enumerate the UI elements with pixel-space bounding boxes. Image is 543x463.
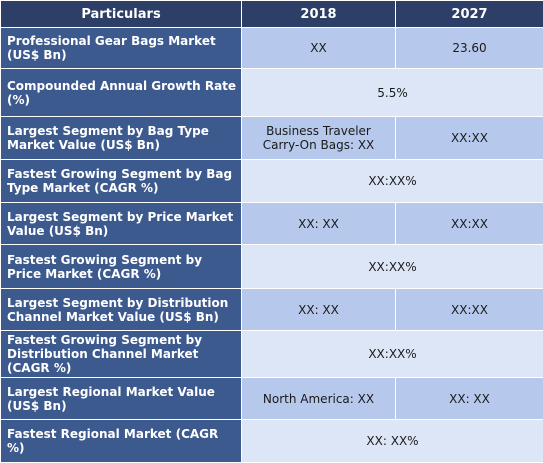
header-row: Particulars 2018 2027 — [1, 1, 543, 28]
table-row: Largest Segment by Distribution Channel … — [1, 289, 543, 331]
table-row: Professional Gear Bags Market (US$ Bn) X… — [1, 28, 543, 69]
value-merged: XX:XX% — [242, 160, 543, 203]
value-2027: XX:XX — [396, 289, 543, 331]
row-label: Largest Segment by Distribution Channel … — [1, 289, 242, 331]
header-2018: 2018 — [242, 1, 396, 28]
value-2018: XX: XX — [242, 203, 396, 245]
value-2018: North America: XX — [242, 378, 396, 420]
row-label: Fastest Growing Segment by Price Market … — [1, 245, 242, 289]
row-label: Largest Segment by Bag Type Market Value… — [1, 117, 242, 160]
row-label: Fastest Growing Segment by Distribution … — [1, 331, 242, 378]
value-2027: 23.60 — [396, 28, 543, 69]
table-row: Largest Segment by Bag Type Market Value… — [1, 117, 543, 160]
table-row: Largest Segment by Price Market Value (U… — [1, 203, 543, 245]
table-row: Fastest Growing Segment by Distribution … — [1, 331, 543, 378]
value-2018: XX: XX — [242, 289, 396, 331]
row-label: Professional Gear Bags Market (US$ Bn) — [1, 28, 242, 69]
row-label: Compounded Annual Growth Rate (%) — [1, 69, 242, 117]
value-2018: XX — [242, 28, 396, 69]
value-2027: XX: XX — [396, 378, 543, 420]
row-label: Largest Regional Market Value (US$ Bn) — [1, 378, 242, 420]
table-row: Fastest Growing Segment by Bag Type Mark… — [1, 160, 543, 203]
value-merged: XX: XX% — [242, 420, 543, 463]
table-row: Fastest Growing Segment by Price Market … — [1, 245, 543, 289]
table-row: Fastest Regional Market (CAGR %) XX: XX% — [1, 420, 543, 463]
row-label: Largest Segment by Price Market Value (U… — [1, 203, 242, 245]
row-label: Fastest Regional Market (CAGR %) — [1, 420, 242, 463]
header-particulars: Particulars — [1, 1, 242, 28]
row-label: Fastest Growing Segment by Bag Type Mark… — [1, 160, 242, 203]
table-row: Compounded Annual Growth Rate (%) 5.5% — [1, 69, 543, 117]
table-row: Largest Regional Market Value (US$ Bn) N… — [1, 378, 543, 420]
value-2027: XX:XX — [396, 117, 543, 160]
value-merged: XX:XX% — [242, 245, 543, 289]
value-2027: XX:XX — [396, 203, 543, 245]
value-merged: XX:XX% — [242, 331, 543, 378]
value-2018: Business Traveler Carry-On Bags: XX — [242, 117, 396, 160]
value-merged: 5.5% — [242, 69, 543, 117]
header-2027: 2027 — [396, 1, 543, 28]
